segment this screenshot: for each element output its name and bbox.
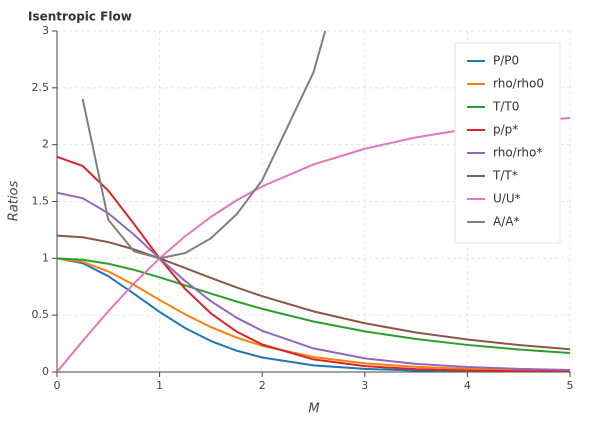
x-tick-label: 0: [54, 379, 61, 392]
x-tick-label: 3: [361, 379, 368, 392]
legend-label: rho/rho0: [493, 77, 544, 91]
y-tick-label: 3: [42, 24, 49, 37]
y-tick-label: 0: [42, 365, 49, 378]
x-tick-label: 4: [464, 379, 471, 392]
series-line: [57, 155, 570, 372]
legend-label: U/U*: [493, 192, 521, 206]
y-tick-label: 2: [42, 138, 49, 151]
legend-label: rho/rho*: [493, 146, 542, 160]
x-tick-label: 5: [567, 379, 574, 392]
legend-label: T/T*: [492, 169, 518, 183]
series-line: [57, 257, 570, 372]
x-tick-label: 2: [259, 379, 266, 392]
series-line: [57, 116, 570, 372]
plot-area: [57, 31, 570, 372]
series-line: [57, 257, 570, 355]
legend-box: [454, 42, 561, 244]
y-axis-label: Ratios: [7, 181, 22, 222]
legend-label: P/P0: [493, 54, 519, 68]
y-tick-label: 2.5: [32, 81, 50, 94]
series-line: [57, 234, 570, 351]
y-tick-label: 1: [42, 251, 49, 264]
x-axis-label: M: [308, 402, 319, 417]
series-line: [57, 191, 570, 371]
legend-label: A/A*: [493, 215, 519, 229]
x-tick-label: 1: [156, 379, 163, 392]
legend-label: p/p*: [493, 123, 518, 137]
legend-label: T/T0: [492, 100, 519, 114]
y-tick-label: 0.5: [32, 308, 50, 321]
chart-title: Isentropic Flow: [28, 10, 132, 24]
series-line: [57, 257, 570, 372]
y-tick-label: 1.5: [32, 195, 50, 208]
series-line: [81, 31, 327, 260]
